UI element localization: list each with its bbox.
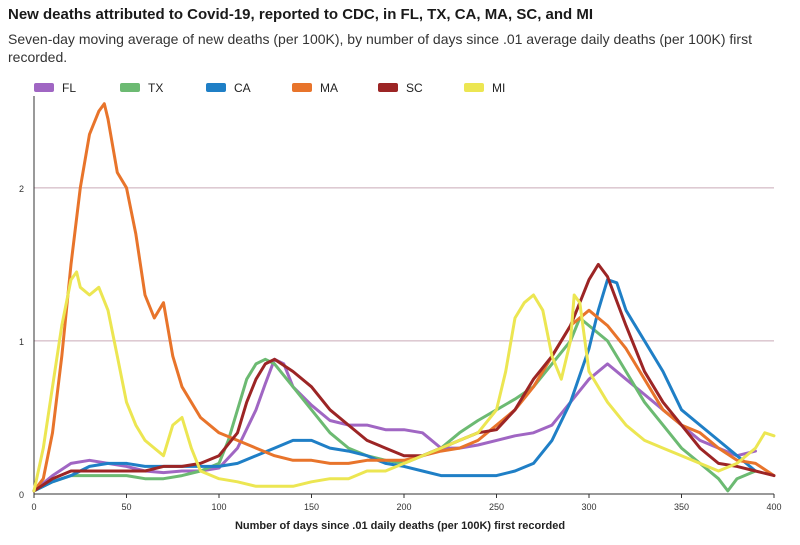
legend-label: TX bbox=[148, 81, 164, 95]
x-tick-label: 50 bbox=[121, 502, 131, 512]
series-line-ma bbox=[32, 102, 776, 493]
x-tick-label: 400 bbox=[766, 502, 781, 512]
legend-swatch bbox=[120, 83, 140, 92]
legend-swatch bbox=[206, 83, 226, 92]
y-tick-label: 0 bbox=[19, 490, 24, 500]
legend-label: MA bbox=[320, 81, 338, 95]
x-tick-label: 350 bbox=[674, 502, 689, 512]
x-tick-label: 300 bbox=[581, 502, 596, 512]
series-line-mi bbox=[32, 270, 776, 493]
x-tick-label: 0 bbox=[31, 502, 36, 512]
y-tick-label: 1 bbox=[19, 337, 24, 347]
x-tick-label: 200 bbox=[396, 502, 411, 512]
chart-title: New deaths attributed to Covid-19, repor… bbox=[8, 6, 594, 23]
legend-swatch bbox=[464, 83, 484, 92]
series-line-fl bbox=[32, 357, 757, 493]
legend-swatch bbox=[292, 83, 312, 92]
x-tick-label: 100 bbox=[211, 502, 226, 512]
legend-label: MI bbox=[492, 81, 506, 95]
legend-label: CA bbox=[234, 81, 251, 95]
legend-label: FL bbox=[62, 81, 77, 95]
chart-subtitle: Seven-day moving average of new deaths (… bbox=[8, 31, 752, 65]
y-tick-label: 2 bbox=[19, 184, 24, 194]
series-line-sc bbox=[32, 262, 776, 493]
x-tick-label: 250 bbox=[489, 502, 504, 512]
x-tick-label: 150 bbox=[304, 502, 319, 512]
legend-label: SC bbox=[406, 81, 423, 95]
legend-swatch bbox=[34, 83, 54, 92]
x-axis-label: Number of days since .01 daily deaths (p… bbox=[234, 520, 566, 532]
legend-swatch bbox=[378, 83, 398, 92]
